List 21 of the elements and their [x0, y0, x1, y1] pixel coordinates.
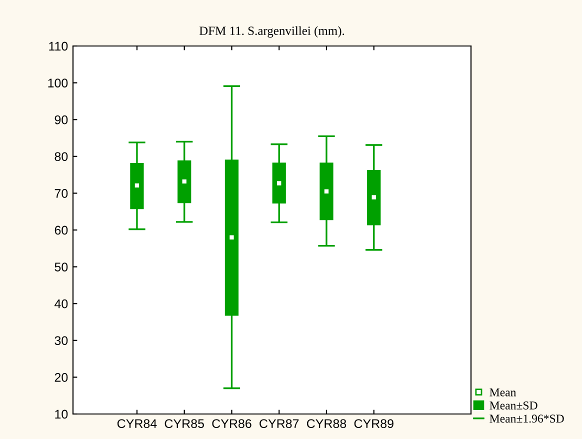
- y-tick-label: 90: [54, 115, 68, 124]
- chart-title: DFM 11. S.argenvillei (mm).: [199, 26, 344, 38]
- x-tick-label: CYR84: [117, 419, 157, 428]
- y-tick-label: 60: [54, 226, 68, 235]
- x-tick-label: CYR85: [164, 419, 204, 428]
- y-tick-label: 70: [54, 189, 68, 198]
- x-tick-label: CYR86: [212, 419, 252, 428]
- legend-label: Mean: [490, 388, 516, 396]
- x-tick-label: CYR87: [260, 419, 299, 428]
- legend-label: Mean±SD: [490, 402, 538, 410]
- y-tick-label: 10: [55, 410, 68, 419]
- y-tick-label: 40: [54, 299, 68, 308]
- y-tick-label: 50: [54, 262, 68, 272]
- y-tick-label: 100: [48, 78, 68, 88]
- y-tick-label: 80: [54, 152, 68, 162]
- x-tick-label: CYR89: [354, 419, 394, 428]
- x-tick-label: CYR88: [306, 419, 346, 428]
- text: Mean±1.96*SD: [490, 414, 564, 423]
- y-tick-label: 30: [54, 336, 68, 346]
- y-tick-label: 20: [54, 373, 68, 382]
- y-tick-label: 110: [49, 42, 68, 51]
